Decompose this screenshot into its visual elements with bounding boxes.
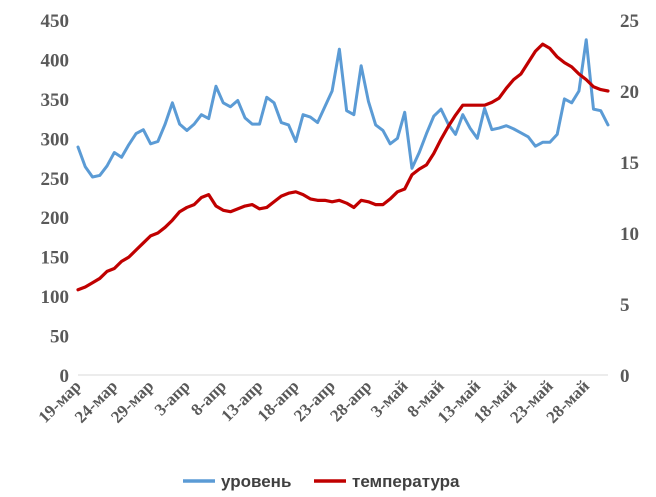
y-left-tick-label: 50 bbox=[50, 327, 69, 348]
y-left-tick-label: 100 bbox=[41, 287, 70, 308]
y-left-tick-label: 350 bbox=[41, 90, 70, 111]
series-line-temperature bbox=[76, 42, 610, 292]
x-tick-label: 3-май bbox=[367, 376, 412, 421]
y-right-tick-label: 20 bbox=[620, 82, 639, 103]
x-tick-label: 3-апр bbox=[151, 376, 194, 419]
legend-label: уровень bbox=[221, 472, 291, 491]
legend-label: температура bbox=[352, 472, 460, 491]
y-left-tick-label: 200 bbox=[41, 208, 70, 229]
y-left-tick-label: 300 bbox=[41, 129, 70, 150]
series-line-level bbox=[76, 38, 610, 179]
y-left-tick-label: 250 bbox=[41, 169, 70, 190]
y-right-tick-label: 5 bbox=[620, 295, 630, 316]
y-left-tick-label: 400 bbox=[41, 50, 70, 71]
y-left-tick-label: 450 bbox=[41, 11, 70, 32]
y-right-tick-label: 0 bbox=[620, 366, 630, 387]
y-right-tick-label: 15 bbox=[620, 153, 639, 174]
y-left-tick-label: 0 bbox=[60, 366, 70, 387]
y-right-tick-label: 25 bbox=[620, 11, 639, 32]
y-right-tick-label: 10 bbox=[620, 224, 639, 245]
y-left-tick-label: 150 bbox=[41, 248, 70, 269]
x-tick-label: 28-апр bbox=[326, 376, 375, 425]
